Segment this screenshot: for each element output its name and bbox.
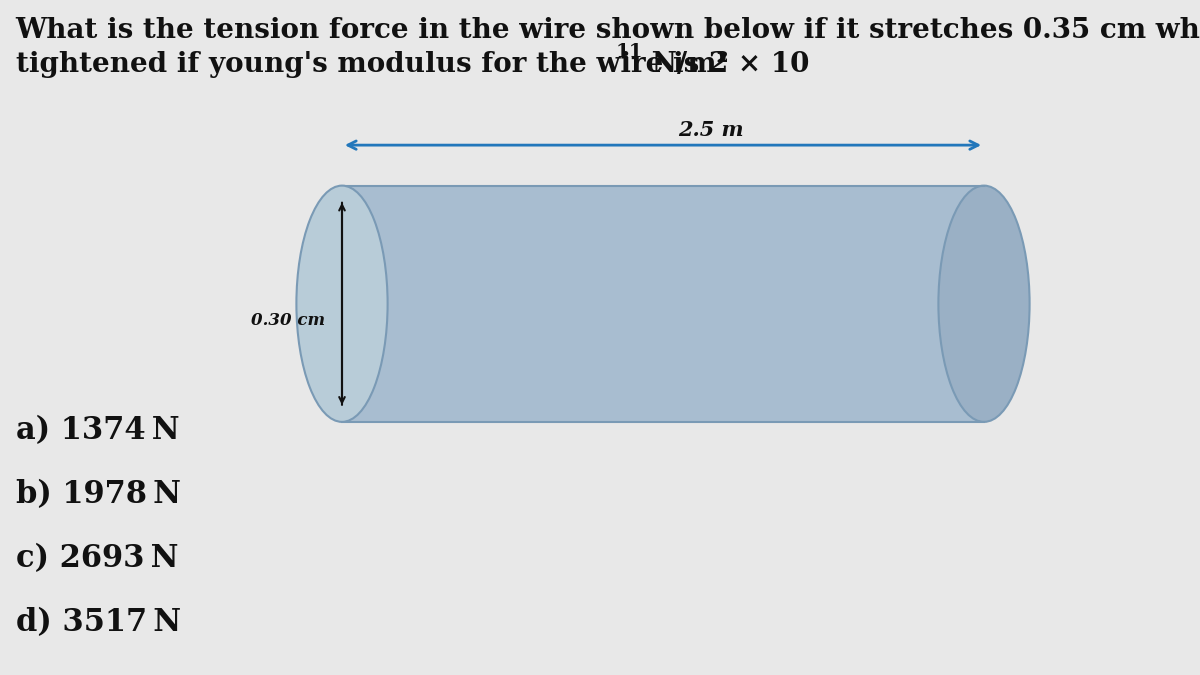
Text: c) 2693 N: c) 2693 N [16,543,178,574]
Text: 0.30 cm: 0.30 cm [251,312,325,329]
Text: N/m²: N/m² [642,51,728,78]
Text: d) 3517 N: d) 3517 N [16,608,181,639]
Text: 11: 11 [616,43,643,61]
Text: 2.5 m: 2.5 m [678,119,744,140]
Text: tightened if young's modulus for the wire is 2 × 10: tightened if young's modulus for the wir… [16,51,809,78]
Text: a) 1374 N: a) 1374 N [16,415,179,446]
Text: b) 1978 N: b) 1978 N [16,479,180,510]
Text: What is the tension force in the wire shown below if it stretches 0.35 cm when: What is the tension force in the wire sh… [16,17,1200,44]
Ellipse shape [938,186,1030,422]
Ellipse shape [296,186,388,422]
Polygon shape [342,186,984,422]
